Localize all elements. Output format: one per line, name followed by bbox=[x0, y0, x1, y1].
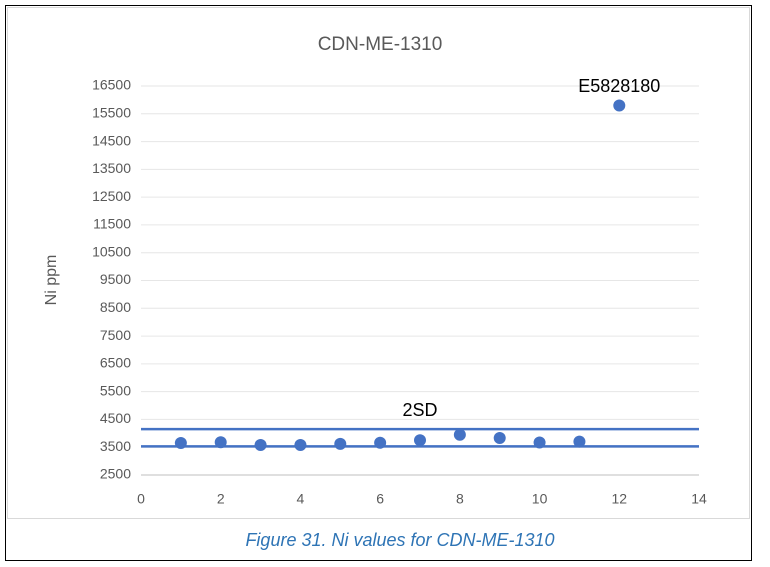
chart-area bbox=[7, 7, 750, 519]
x-tick-label: 0 bbox=[137, 491, 145, 507]
caption: Figure 31. Ni values for CDN-ME-1310 bbox=[245, 530, 554, 550]
point bbox=[493, 432, 506, 445]
x-tick-label: 8 bbox=[456, 491, 464, 507]
point bbox=[414, 434, 426, 447]
y-tick-label: 9500 bbox=[100, 271, 131, 287]
point bbox=[533, 436, 546, 449]
y-tick-label: 4500 bbox=[100, 410, 131, 426]
frame bbox=[5, 5, 752, 561]
x-tick-label: 10 bbox=[532, 491, 548, 507]
y-tick-label: 15500 bbox=[92, 104, 131, 120]
point bbox=[334, 437, 347, 450]
point bbox=[294, 438, 307, 451]
y-axis-label: Ni ppm bbox=[43, 255, 60, 306]
y-tick-label: 12500 bbox=[92, 188, 131, 204]
point bbox=[174, 437, 187, 450]
x-tick-label: 14 bbox=[691, 491, 707, 507]
point bbox=[214, 436, 227, 449]
point bbox=[374, 436, 387, 449]
y-tick-label: 13500 bbox=[92, 160, 131, 176]
point bbox=[573, 435, 586, 448]
y-tick-label: 7500 bbox=[100, 327, 131, 343]
annotation: 2SD bbox=[402, 400, 437, 420]
y-tick-label: 16500 bbox=[92, 77, 131, 93]
annotation: E5828180 bbox=[578, 76, 660, 96]
y-tick-label: 10500 bbox=[92, 243, 131, 259]
y-tick-label: 6500 bbox=[100, 355, 131, 371]
x-tick-label: 6 bbox=[376, 491, 384, 507]
point bbox=[613, 99, 626, 112]
chart-title: CDN-ME-1310 bbox=[318, 34, 443, 55]
y-tick-label: 2500 bbox=[100, 466, 131, 482]
point bbox=[254, 438, 267, 451]
y-tick-label: 8500 bbox=[100, 299, 131, 315]
y-tick-label: 5500 bbox=[100, 382, 131, 398]
y-tick-label: 3500 bbox=[100, 438, 131, 454]
x-tick-label: 2 bbox=[217, 491, 225, 507]
y-tick-label: 14500 bbox=[92, 132, 131, 148]
x-tick-label: 4 bbox=[297, 491, 305, 507]
x-tick-label: 12 bbox=[611, 491, 627, 507]
point bbox=[453, 428, 466, 441]
y-tick-label: 11500 bbox=[93, 216, 131, 232]
